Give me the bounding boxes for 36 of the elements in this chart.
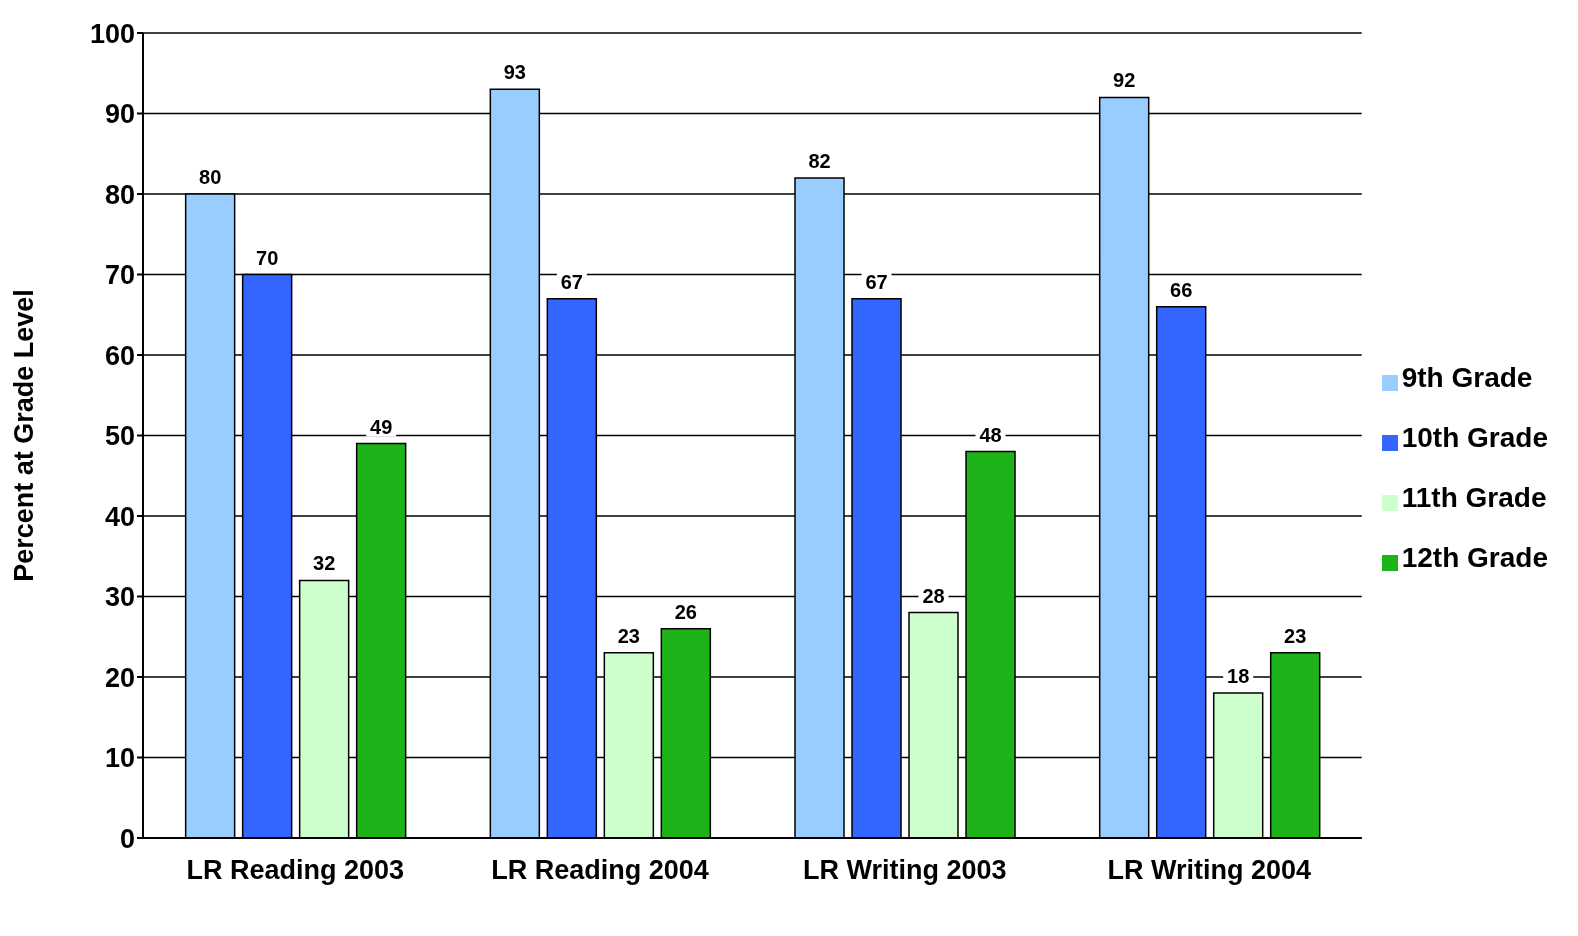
x-tick-label: LR Reading 2004 [491, 855, 709, 886]
data-label: 67 [560, 270, 583, 293]
y-axis-title: Percent at Grade Level [8, 289, 39, 582]
data-label: 48 [979, 423, 1002, 446]
legend-label: 10th Grade [1401, 422, 1548, 453]
y-tick-label: 80 [104, 179, 135, 210]
legend-label: 12th Grade [1401, 542, 1548, 573]
data-label: 26 [674, 600, 697, 623]
y-tick-label: 50 [104, 421, 135, 452]
data-label: 92 [1113, 69, 1136, 92]
x-tick-label: LR Reading 2003 [186, 855, 405, 886]
data-label: 70 [256, 246, 279, 269]
data-label: 49 [370, 415, 393, 438]
y-tick-label: 20 [104, 662, 135, 693]
x-tick-label: LR Writing 2004 [1107, 855, 1312, 886]
legend-label: 11th Grade [1401, 482, 1547, 513]
data-label: 18 [1227, 665, 1250, 688]
y-tick-label: 100 [89, 18, 135, 49]
y-tick-label: 60 [104, 340, 135, 371]
y-tick-label: 70 [104, 260, 135, 291]
data-label: 82 [808, 149, 831, 172]
legend-label: 9th Grade [1401, 362, 1533, 393]
y-tick-label: 10 [104, 743, 135, 774]
data-label: 23 [617, 624, 640, 647]
y-tick-label: 30 [104, 582, 135, 613]
data-label: 32 [313, 552, 336, 575]
data-label: 28 [922, 584, 945, 607]
data-label: 23 [1284, 624, 1307, 647]
y-tick-label: 0 [119, 823, 135, 854]
y-tick-label: 40 [104, 501, 135, 532]
x-tick-label: LR Writing 2003 [802, 855, 1007, 886]
data-label: 80 [199, 166, 222, 188]
data-label: 67 [865, 270, 888, 293]
data-label: 66 [1170, 278, 1193, 301]
y-tick-label: 90 [104, 99, 135, 130]
data-label: 93 [503, 61, 526, 84]
